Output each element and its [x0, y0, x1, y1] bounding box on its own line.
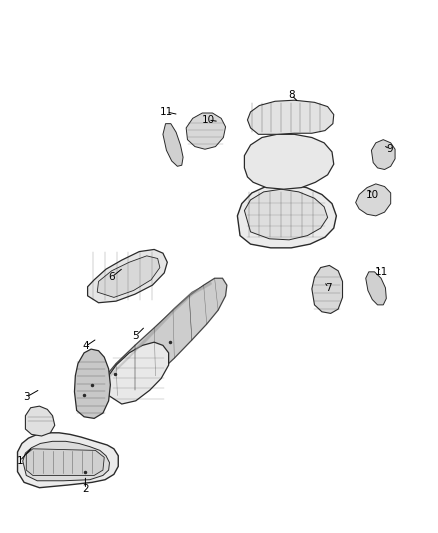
Text: 1: 1 — [16, 456, 23, 466]
Text: 9: 9 — [386, 144, 393, 154]
Text: 6: 6 — [108, 272, 115, 282]
Text: 7: 7 — [325, 283, 332, 293]
Polygon shape — [74, 349, 110, 418]
Polygon shape — [23, 441, 110, 481]
Polygon shape — [371, 140, 395, 169]
Text: 11: 11 — [160, 107, 173, 117]
Polygon shape — [237, 184, 336, 248]
Polygon shape — [366, 272, 386, 305]
Polygon shape — [244, 134, 334, 189]
Text: 8: 8 — [288, 90, 295, 100]
Polygon shape — [25, 406, 55, 436]
Text: 11: 11 — [374, 267, 388, 277]
Polygon shape — [186, 113, 226, 149]
Polygon shape — [97, 256, 160, 297]
Polygon shape — [26, 449, 104, 475]
Text: 10: 10 — [201, 115, 215, 125]
Polygon shape — [244, 189, 328, 240]
Polygon shape — [312, 265, 343, 313]
Text: 2: 2 — [82, 484, 89, 494]
Polygon shape — [106, 278, 227, 395]
Text: 5: 5 — [132, 331, 139, 341]
Polygon shape — [163, 124, 183, 166]
Polygon shape — [356, 184, 391, 216]
Polygon shape — [18, 433, 118, 488]
Text: 4: 4 — [82, 342, 89, 351]
Polygon shape — [247, 100, 334, 134]
Polygon shape — [109, 342, 169, 404]
Text: 3: 3 — [23, 392, 30, 402]
Text: 10: 10 — [366, 190, 379, 199]
Polygon shape — [88, 249, 167, 303]
